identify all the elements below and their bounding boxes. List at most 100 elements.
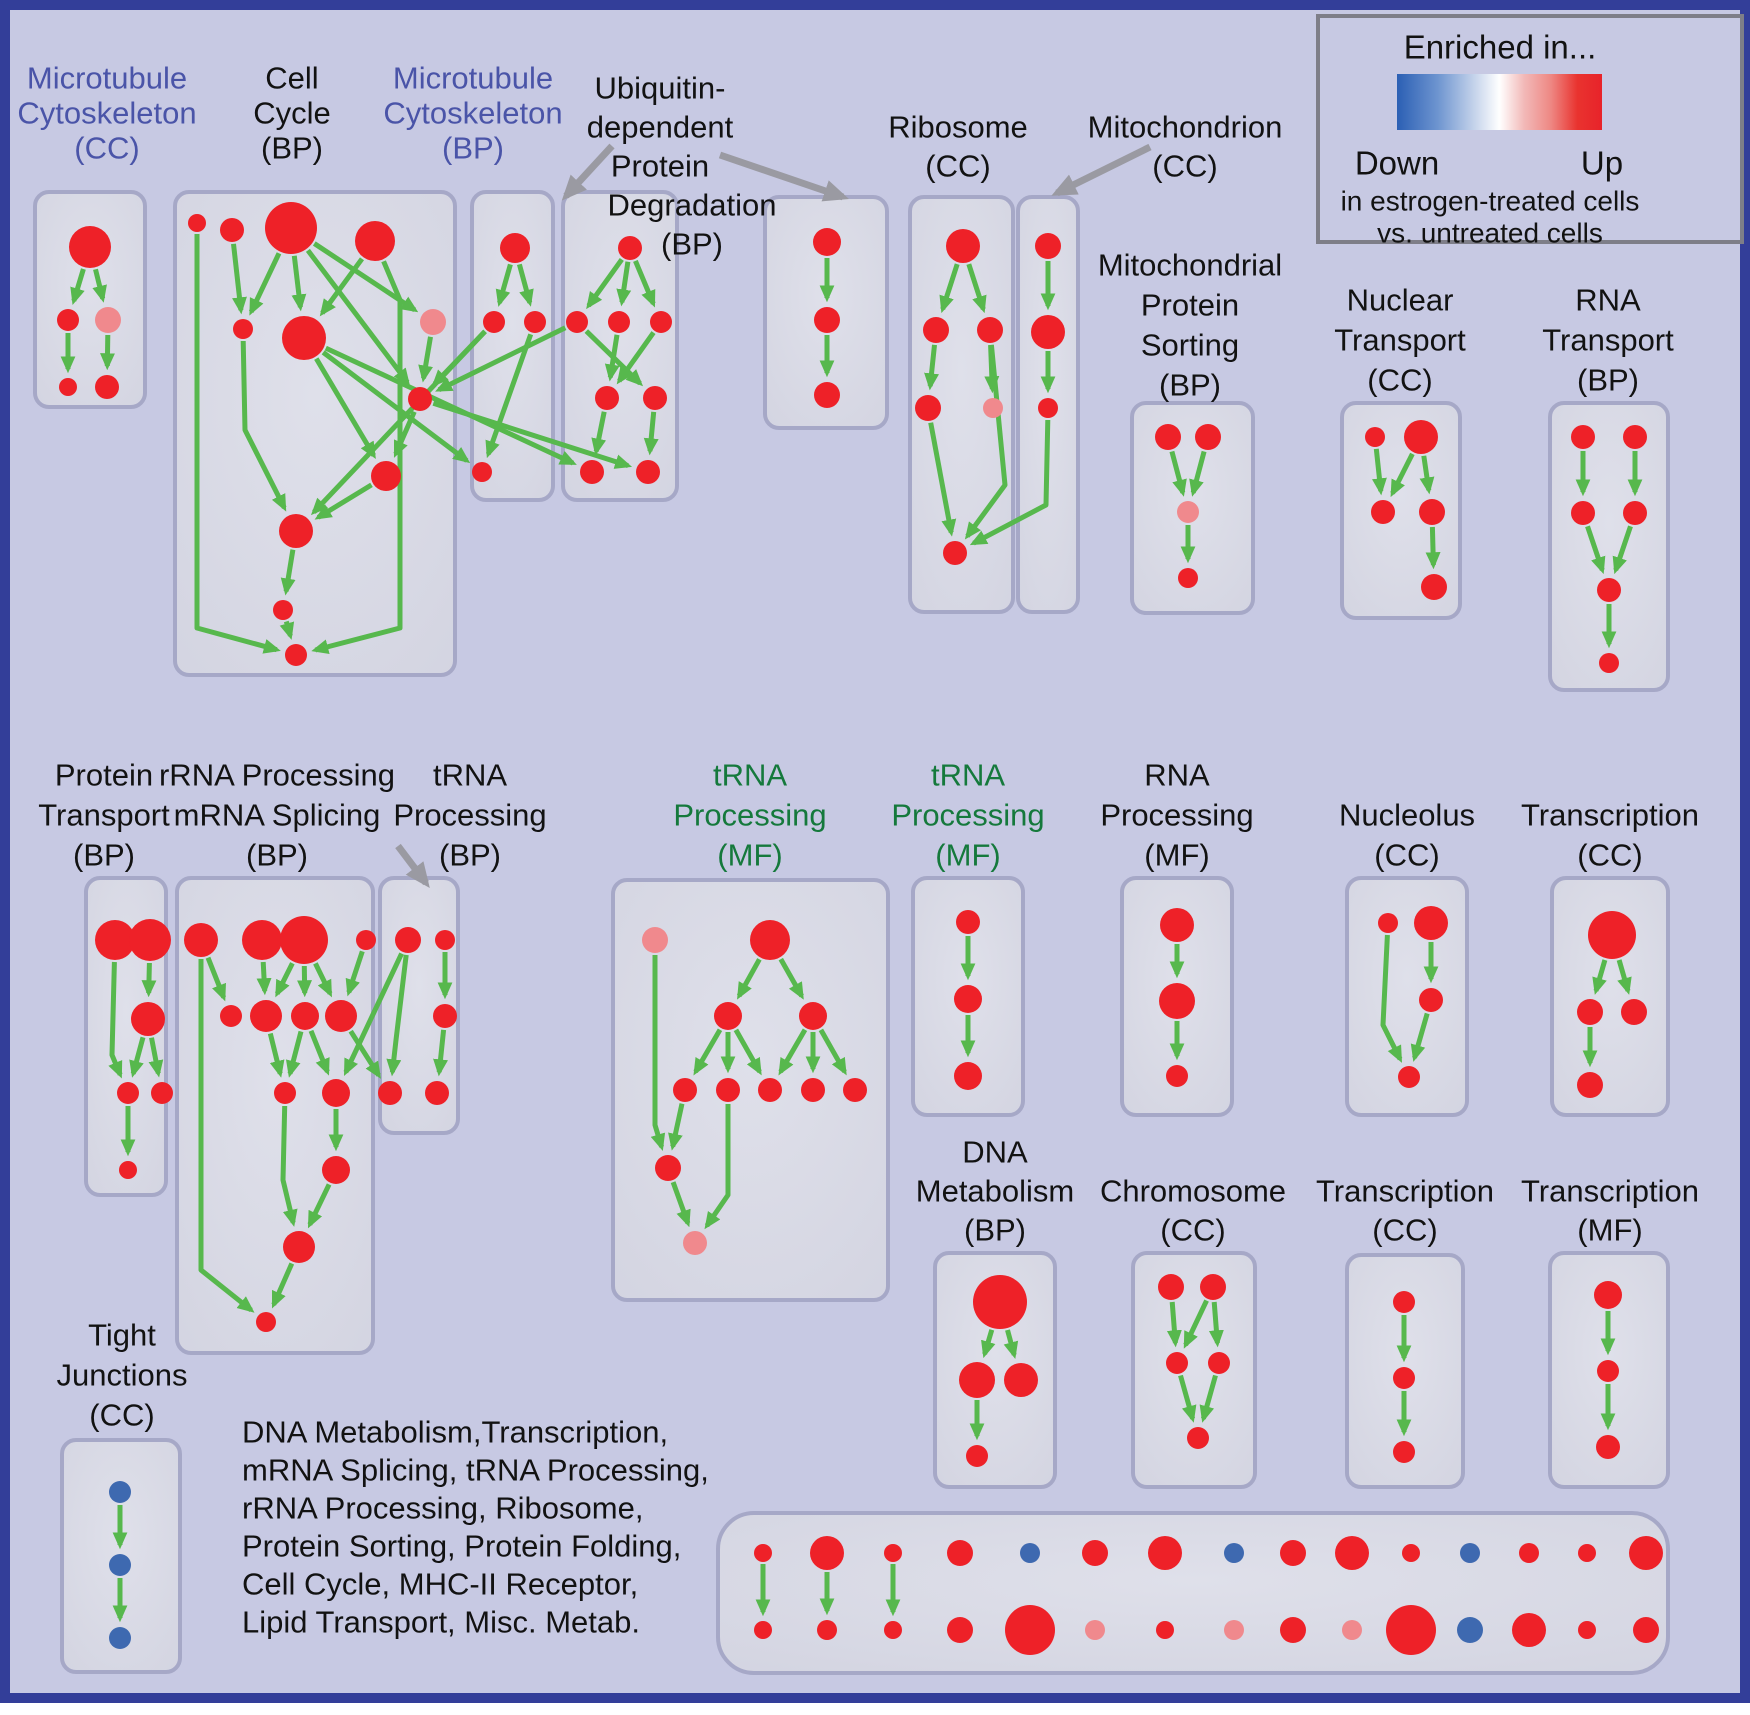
node-cc2	[220, 218, 244, 242]
node-rt4	[1623, 501, 1647, 525]
node-cc7	[420, 309, 446, 335]
edge-mtcc1-mtcc3	[92, 268, 107, 303]
node-cc5	[233, 319, 253, 339]
edge-cc3-cc5	[248, 252, 282, 316]
group-box-transcription-cc-upper	[1550, 876, 1670, 1117]
node-bbt8	[1280, 1540, 1306, 1566]
edge-rr7-rr10	[308, 1029, 330, 1076]
node-ub5	[595, 386, 619, 410]
node-cc3	[265, 202, 317, 254]
group-label-mitochondrial-protein-sorting-bp-line0: Mitochondrial	[1098, 248, 1282, 283]
note-line-0: DNA Metabolism,Transcription,	[242, 1415, 668, 1450]
node-nu3	[1419, 988, 1443, 1012]
node-nt2	[1404, 420, 1438, 454]
group-label-rna-transport-bp-line0: RNA	[1575, 283, 1641, 318]
edge-ub3-ub5	[604, 334, 620, 382]
node-mi2	[1031, 315, 1065, 349]
node-rt6	[1599, 653, 1619, 673]
edge-tx1-tx2	[1592, 959, 1608, 995]
node-mb3	[524, 311, 546, 333]
group-label-trna-processing-mf-1-line0: tRNA	[713, 758, 787, 793]
group-label-trna-processing-mf-2-line1: Processing	[891, 798, 1044, 833]
edge-rr11-rr12	[307, 1183, 332, 1229]
node-tj3	[109, 1627, 131, 1649]
edge-tm3-tm7	[733, 1028, 762, 1076]
node-cc6	[282, 316, 326, 360]
edge-tm2-tm4	[778, 957, 804, 1000]
node-tb4	[378, 1081, 402, 1105]
legend-down-label: Down	[1355, 145, 1439, 182]
edge-pt2-pt3	[141, 962, 157, 998]
edge-cc6-cc9	[314, 357, 376, 460]
group-label-tight-junctions-cc-line2: (CC)	[89, 1398, 154, 1433]
node-y23	[1393, 1441, 1415, 1463]
edge-nu1-nu4	[1380, 934, 1403, 1063]
edge-ms1-ms3	[1169, 450, 1187, 497]
node-bbb4	[1005, 1605, 1055, 1655]
edge-ub2-cc8	[435, 325, 567, 393]
node-bbt5	[1082, 1540, 1108, 1566]
legend-up-label: Up	[1581, 145, 1623, 182]
node-cc9	[371, 461, 401, 491]
group-label-microtubule-cytoskeleton-cc-line2: (CC)	[74, 131, 139, 166]
edge-cc5-cc10	[240, 340, 287, 512]
edge-tx1-tx3	[1616, 959, 1632, 995]
node-tm11	[683, 1231, 707, 1255]
node-uc3	[814, 382, 840, 408]
group-label-dna-metabolism-bp-line1: Metabolism	[916, 1174, 1075, 1209]
node-rt5	[1597, 578, 1621, 602]
node-tj2	[109, 1554, 131, 1576]
node-tb2	[435, 930, 455, 950]
edge-tb3-tb5	[433, 1029, 448, 1077]
node-tx2	[1577, 999, 1603, 1025]
note-line-2: rRNA Processing, Ribosome,	[242, 1491, 643, 1526]
node-ub8	[636, 460, 660, 484]
edge-tm2-tm3	[736, 958, 762, 1000]
node-mb2	[483, 311, 505, 333]
group-label-rrna-processing-mrna-splicing-bp-line0: rRNA Processing	[159, 758, 395, 793]
node-tm4	[799, 1002, 827, 1030]
node-mi3	[1038, 398, 1058, 418]
node-tb5	[425, 1081, 449, 1105]
pointer-to-mitochondrion-box-arrow	[1051, 143, 1152, 197]
node-bbt14	[1629, 1536, 1663, 1570]
node-rr8	[325, 1000, 357, 1032]
group-label-ribosome-cc-line1: (CC)	[925, 149, 990, 184]
node-mi1	[1035, 233, 1061, 259]
node-rr5	[220, 1005, 242, 1027]
node-ms3	[1177, 501, 1199, 523]
node-rr9	[274, 1082, 296, 1104]
group-label-cell-cycle-bp-line1: Cycle	[253, 96, 331, 131]
edge-rr2-rr6	[256, 961, 272, 996]
edge-rr3-rr6	[274, 962, 295, 998]
node-tb1	[395, 927, 421, 953]
edge-cc1-cc12	[194, 234, 281, 654]
node-ch5	[1187, 1427, 1209, 1449]
group-label-protein-transport-bp-line1: Transport	[38, 798, 170, 833]
edge-ub1-ub4	[633, 259, 656, 308]
node-mtcc3	[95, 307, 121, 333]
node-bbb14	[1633, 1617, 1659, 1643]
legend-title: Enriched in...	[1404, 29, 1597, 66]
node-tm1	[642, 927, 668, 953]
node-bbt9	[1335, 1536, 1369, 1570]
edge-rr12-rr13	[271, 1262, 295, 1309]
node-ch2	[1200, 1274, 1226, 1300]
edge-rr9-rr12	[280, 1105, 298, 1227]
node-bbt12	[1519, 1543, 1539, 1563]
node-dm2	[959, 1362, 995, 1398]
edge-rb2-rb4	[924, 344, 939, 391]
node-nt1	[1365, 427, 1385, 447]
node-bbt10	[1402, 1544, 1420, 1562]
legend-subtitle-line1: in estrogen-treated cells	[1341, 186, 1640, 217]
node-bbb8	[1280, 1617, 1306, 1643]
node-mb1	[500, 233, 530, 263]
node-mtcc1	[69, 226, 111, 268]
node-rr2	[242, 920, 282, 960]
group-label-ubiquitin-dependent-protein-degradation-bp-line0: Ubiquitin-	[595, 71, 726, 106]
node-tm8	[801, 1078, 825, 1102]
group-label-transcription-cc-lower-line0: Transcription	[1316, 1174, 1494, 1209]
group-box-cell-cycle-bp	[173, 190, 457, 677]
node-bbb5	[1085, 1620, 1105, 1640]
